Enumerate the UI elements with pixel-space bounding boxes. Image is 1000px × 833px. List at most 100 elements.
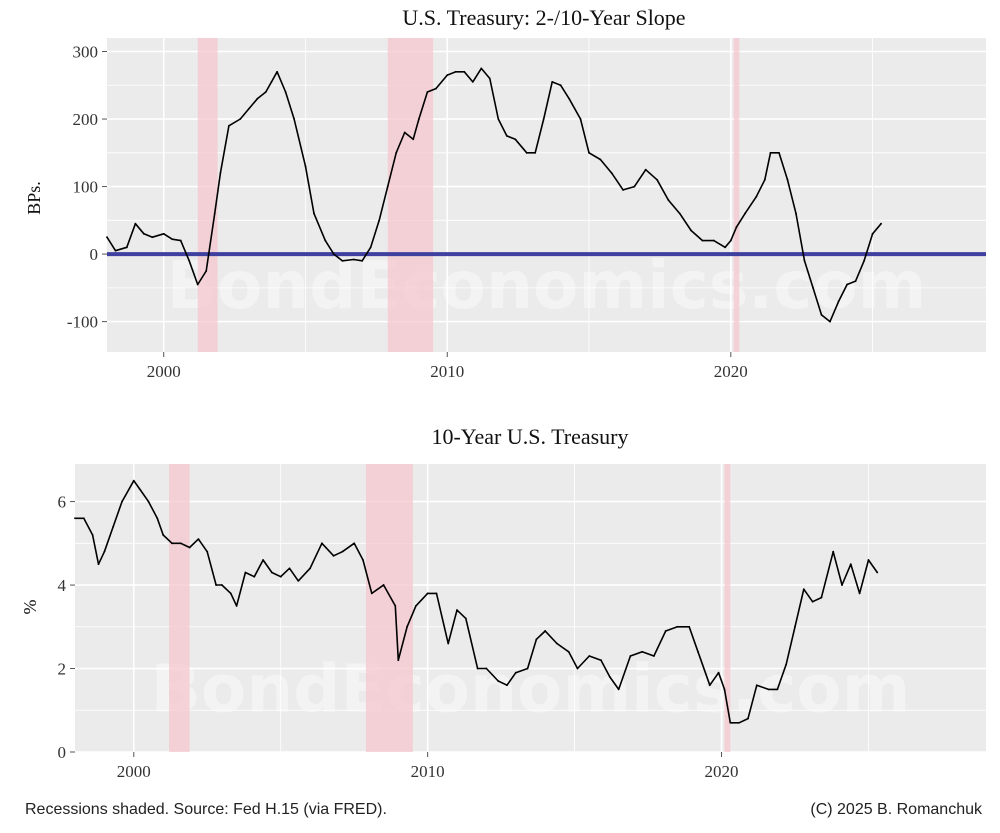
yield-data-point bbox=[435, 592, 438, 595]
slope-data-point bbox=[403, 131, 406, 134]
slope-data-point bbox=[196, 283, 199, 286]
slope-data-point bbox=[471, 80, 474, 83]
slope-data-point bbox=[188, 259, 191, 262]
slope-data-point bbox=[551, 80, 554, 83]
slope-x-tick-label: 2020 bbox=[714, 362, 748, 381]
slope-chart-title: U.S. Treasury: 2-/10-Year Slope bbox=[402, 5, 685, 30]
yield-data-point bbox=[221, 584, 223, 586]
slope-data-point bbox=[341, 259, 344, 262]
slope-data-point bbox=[228, 124, 230, 127]
yield-data-point bbox=[82, 517, 85, 520]
slope-data-point bbox=[610, 172, 613, 174]
yield-recession-shade bbox=[724, 464, 731, 752]
slope-data-point bbox=[795, 212, 797, 215]
yield-data-point bbox=[91, 534, 94, 536]
slope-data-point bbox=[247, 108, 250, 110]
slope-y-tick-label: 200 bbox=[73, 110, 99, 129]
slope-data-point bbox=[534, 151, 537, 154]
slope-data-point bbox=[505, 135, 508, 137]
slope-data-point bbox=[361, 259, 364, 262]
slope-data-point bbox=[378, 219, 381, 222]
yield-data-point bbox=[215, 584, 217, 586]
slope-data-point bbox=[786, 178, 789, 181]
slope-recession-shade bbox=[733, 38, 740, 352]
yield-data-point bbox=[279, 575, 282, 578]
yield-data-point bbox=[244, 571, 247, 574]
slope-data-point bbox=[497, 118, 500, 120]
slope-data-point bbox=[293, 118, 296, 120]
slope-y-axis-label: BPs. bbox=[24, 181, 44, 215]
slope-data-point bbox=[313, 212, 315, 215]
slope-data-point bbox=[656, 178, 658, 181]
slope-data-point bbox=[812, 286, 814, 289]
yield-data-point bbox=[370, 592, 373, 595]
slope-data-point bbox=[542, 118, 545, 120]
yield-data-point bbox=[397, 659, 400, 662]
yield-data-point bbox=[676, 625, 679, 628]
yield-data-point bbox=[723, 688, 726, 691]
slope-data-point bbox=[270, 80, 273, 83]
yield-recession-shade bbox=[365, 464, 413, 752]
yield-data-point bbox=[776, 688, 779, 691]
slope-data-point bbox=[579, 118, 582, 120]
copyright-note: (C) 2025 B. Romanchuk bbox=[810, 801, 983, 818]
yield-data-point bbox=[121, 500, 123, 503]
yield-recession-shade bbox=[169, 464, 190, 752]
yield-data-point bbox=[641, 650, 644, 653]
yield-plot-background bbox=[75, 464, 986, 752]
slope-recession-shade bbox=[387, 38, 434, 352]
yield-data-point bbox=[747, 717, 749, 720]
slope-data-point bbox=[106, 236, 108, 239]
yield-y-tick-label: 4 bbox=[58, 576, 67, 595]
slope-data-point bbox=[880, 222, 882, 225]
yield-data-point bbox=[156, 517, 159, 520]
yield-data-point bbox=[179, 542, 182, 545]
slope-data-point bbox=[854, 280, 857, 282]
yield-data-point bbox=[664, 630, 667, 632]
slope-data-point bbox=[332, 253, 335, 255]
slope-data-point bbox=[744, 212, 746, 215]
yield-data-point bbox=[74, 517, 76, 520]
yield-data-point bbox=[567, 650, 570, 653]
slope-y-tick-label: -100 bbox=[67, 313, 98, 332]
yield-data-point bbox=[526, 667, 529, 670]
slope-data-point bbox=[179, 239, 182, 242]
slope-data-point bbox=[633, 185, 636, 188]
yield-data-point bbox=[406, 625, 408, 628]
yield-data-point bbox=[341, 550, 344, 553]
yield-data-point bbox=[544, 630, 547, 632]
yield-data-point bbox=[394, 605, 397, 607]
slope-data-point bbox=[213, 212, 216, 215]
yield-y-axis-label: % bbox=[20, 600, 40, 615]
yield-data-point bbox=[353, 542, 356, 545]
slope-data-point bbox=[488, 77, 491, 80]
yield-data-point bbox=[447, 642, 450, 645]
slope-data-point bbox=[125, 246, 128, 249]
slope-data-point bbox=[304, 165, 307, 168]
slope-data-point bbox=[724, 246, 727, 249]
yield-x-tick-label: 2020 bbox=[705, 762, 739, 781]
yield-data-point bbox=[97, 563, 100, 566]
yield-data-point bbox=[270, 571, 273, 574]
yield-data-point bbox=[535, 638, 538, 641]
yield-data-point bbox=[456, 609, 458, 611]
yield-data-point bbox=[426, 592, 429, 595]
yield-data-point bbox=[485, 667, 488, 670]
yield-data-point bbox=[171, 542, 173, 545]
slope-x-tick-label: 2010 bbox=[430, 362, 464, 381]
slope-data-point bbox=[837, 300, 840, 303]
slope-data-point bbox=[134, 222, 137, 225]
yield-data-point bbox=[717, 671, 720, 674]
yield-data-point bbox=[767, 688, 770, 691]
slope-data-point bbox=[219, 172, 222, 174]
yield-data-point bbox=[556, 642, 558, 645]
yield-data-point bbox=[653, 655, 655, 657]
slope-data-point bbox=[454, 70, 457, 73]
slope-data-point bbox=[769, 151, 772, 154]
slope-data-point bbox=[778, 151, 780, 154]
yield-data-point bbox=[588, 655, 591, 657]
yield-data-point bbox=[688, 625, 691, 628]
slope-data-point bbox=[284, 91, 287, 93]
yield-data-point bbox=[841, 584, 843, 586]
